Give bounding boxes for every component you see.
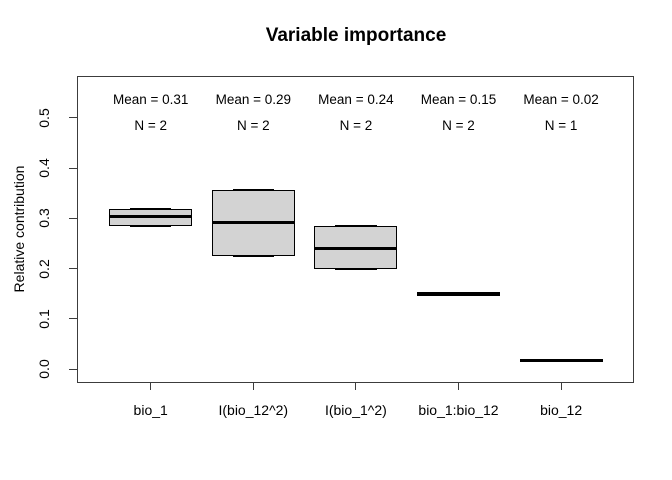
x-axis-tick-label: bio_12 (540, 402, 583, 418)
x-axis-tick-label: bio_1 (133, 402, 168, 418)
mean-annotation: Mean = 0.29 (215, 92, 292, 107)
n-annotation: N = 2 (236, 118, 270, 133)
y-axis-tick-label: 0.5 (36, 107, 52, 128)
y-axis-tick-label: 0.2 (36, 258, 52, 279)
n-annotation: N = 2 (442, 118, 475, 133)
boxplot-staple-high (232, 188, 275, 191)
boxplot-staple-low (335, 267, 377, 270)
mean-annotation: Mean = 0.02 (523, 92, 599, 107)
y-axis-tick (69, 167, 77, 169)
x-axis-tick (150, 382, 152, 390)
x-axis-tick-label: I(bio_1^2) (324, 402, 387, 418)
n-annotation: N = 2 (339, 118, 373, 133)
n-annotation: N = 2 (134, 118, 168, 133)
boxplot-median-line (314, 246, 398, 251)
y-axis-tick-label: 0.3 (36, 208, 52, 229)
y-axis-tick (69, 217, 77, 219)
boxplot-staple-low (129, 224, 172, 227)
chart-title: Variable importance (265, 25, 447, 46)
y-axis-tick (69, 368, 77, 370)
boxplot-collapsed-line (519, 358, 603, 363)
x-axis-tick (560, 382, 562, 390)
x-axis-tick (355, 382, 357, 390)
mean-annotation: Mean = 0.31 (112, 92, 189, 107)
boxplot-staple-low (232, 254, 275, 257)
x-axis-tick-label: bio_1:bio_12 (418, 402, 499, 418)
x-axis-tick-label: I(bio_12^2) (218, 402, 289, 418)
y-axis-tick-label: 0.4 (36, 158, 52, 178)
y-axis-tick (69, 117, 77, 119)
y-axis-tick-label: 0.0 (36, 359, 52, 379)
boxplot-collapsed-line (417, 292, 500, 296)
y-axis-tick (69, 268, 77, 270)
y-axis-tick-label: 0.1 (36, 309, 52, 329)
n-annotation: N = 1 (544, 118, 578, 133)
boxplot-median-line (211, 220, 295, 225)
mean-annotation: Mean = 0.15 (420, 92, 497, 107)
y-axis-tick (69, 318, 77, 320)
boxplot-median-line (109, 214, 193, 219)
boxplot-staple-high (335, 225, 377, 228)
x-axis-tick (252, 382, 254, 390)
x-axis-tick (458, 382, 459, 390)
y-axis-label: Relative contribution (11, 165, 27, 293)
mean-annotation: Mean = 0.24 (318, 92, 394, 107)
boxplot-staple-high (129, 208, 172, 211)
